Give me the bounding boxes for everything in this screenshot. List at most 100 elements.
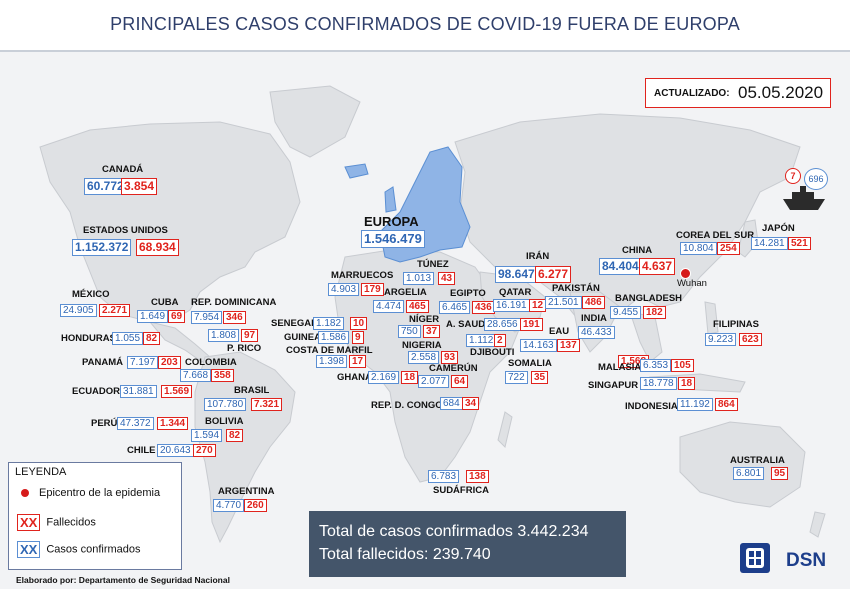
legend-key-deaths: XX	[17, 514, 41, 531]
confirmed-puerto-rico: 1.808	[208, 329, 240, 342]
deaths-ecuador: 1.569	[161, 385, 193, 398]
deaths-ghana: 18	[401, 371, 419, 384]
deaths-pakistan: 486	[582, 296, 605, 309]
deaths-tunisia: 43	[438, 272, 456, 285]
cruise-deaths-value: 7	[790, 171, 796, 181]
cruise-ship-icon	[783, 186, 825, 210]
legend-item-confirmed: XX Casos confirmados	[17, 541, 141, 558]
region-name-dr-congo: REP. D. CONGO	[371, 400, 443, 411]
region-name-mexico: MÉXICO	[72, 289, 110, 300]
region-name-argentina: ARGENTINA	[218, 486, 275, 497]
region-name-pakistan: PAKISTÁN	[552, 283, 600, 294]
confirmed-uae: 14.163	[520, 339, 557, 352]
region-name-australia: AUSTRALIA	[730, 455, 785, 466]
legend-label-deaths: Fallecidos	[46, 516, 96, 529]
north-america-shape	[39, 121, 301, 323]
deaths-peru: 1.344	[157, 417, 189, 430]
region-name-morocco: MARRUECOS	[331, 270, 394, 281]
region-name-tunisia: TÚNEZ	[417, 259, 449, 270]
deaths-niger: 37	[423, 325, 441, 338]
region-name-uae: EAU	[549, 326, 570, 337]
deaths-argentina: 260	[244, 499, 267, 512]
deaths-qatar: 12	[529, 299, 547, 312]
confirmed-argentina: 4.770	[213, 499, 245, 512]
confirmed-tunisia: 1.013	[403, 272, 435, 285]
confirmed-saudi-arabia: 28.656	[484, 318, 521, 331]
cruise-confirmed-badge: 696	[804, 168, 828, 190]
deaths-south-africa: 138	[466, 470, 489, 483]
australia-shape	[679, 421, 806, 508]
confirmed-europe: 1.546.479	[361, 230, 425, 248]
deaths-canada: 3.854	[121, 178, 158, 195]
confirmed-guinea: 1.586	[318, 331, 350, 344]
region-name-south-korea: COREA DEL SUR	[676, 230, 755, 241]
deaths-egypt: 436	[472, 301, 495, 314]
region-name-europe: EUROPA	[364, 214, 419, 229]
confirmed-morocco: 4.903	[328, 283, 360, 296]
update-date: 05.05.2020	[738, 83, 824, 102]
deaths-morocco: 179	[361, 283, 384, 296]
deaths-usa: 68.934	[136, 239, 179, 256]
deaths-south-korea: 254	[717, 242, 740, 255]
deaths-japan: 521	[788, 237, 811, 250]
deaths-colombia: 358	[211, 369, 234, 382]
deaths-ivory-coast: 17	[349, 355, 367, 368]
region-name-bangladesh: BANGLADESH	[615, 293, 683, 304]
region-name-brazil: BRASIL	[234, 385, 270, 396]
region-name-colombia: COLOMBIA	[185, 357, 237, 368]
deaths-malaysia: 105	[671, 359, 694, 372]
deaths-dominican-republic: 346	[223, 311, 246, 324]
region-name-malaysia: MALASIA	[598, 362, 642, 373]
logo-text: DSN	[786, 550, 827, 571]
deaths-bangladesh: 182	[643, 306, 666, 319]
deaths-uae: 137	[557, 339, 580, 352]
confirmed-canada: 60.772	[84, 178, 127, 195]
cruise-confirmed-value: 696	[808, 174, 824, 184]
legend-item-epicenter: Epicentro de la epidemia	[17, 487, 160, 499]
confirmed-pakistan: 21.501	[545, 296, 582, 309]
deaths-guinea: 9	[352, 331, 364, 344]
confirmed-ivory-coast: 1.398	[316, 355, 348, 368]
region-name-saudi-arabia: A. SAUDÍ	[446, 319, 488, 330]
new-zealand-shape	[809, 511, 826, 538]
philippines-shape	[704, 301, 719, 335]
confirmed-ecuador: 31.881	[120, 385, 157, 398]
confirmed-peru: 47.372	[117, 417, 154, 430]
title-bar: PRINCIPALES CASOS CONFIRMADOS DE COVID-1…	[0, 0, 850, 52]
credit-text: Elaborado por: Departamento de Seguridad…	[16, 575, 230, 585]
legend-label-confirmed: Casos confirmados	[46, 543, 141, 556]
confirmed-singapore: 18.778	[640, 377, 677, 390]
update-label: ACTUALIZADO:	[654, 88, 730, 99]
region-name-singapore: SINGAPUR	[588, 380, 639, 391]
region-name-ecuador: ECUADOR	[72, 386, 121, 397]
confirmed-china: 84.404	[599, 258, 642, 275]
region-name-senegal: SENEGAL	[271, 318, 317, 329]
madagascar-shape	[497, 411, 513, 448]
region-name-usa: ESTADOS UNIDOS	[83, 225, 168, 236]
confirmed-cameroon: 2.077	[418, 375, 450, 388]
confirmed-algeria: 4.474	[373, 300, 405, 313]
deaths-mexico: 2.271	[99, 304, 131, 317]
deaths-chile: 270	[193, 444, 216, 457]
deaths-dr-congo: 34	[462, 397, 480, 410]
region-name-chile: CHILE	[127, 445, 156, 456]
confirmed-bangladesh: 9.455	[610, 306, 642, 319]
region-name-qatar: QATAR	[499, 287, 532, 298]
cruise-deaths-badge: 7	[785, 168, 801, 184]
deaths-australia: 95	[771, 467, 789, 480]
region-name-bolivia: BOLIVIA	[205, 416, 244, 427]
region-name-djibouti: DJIBOUTI	[470, 347, 515, 358]
region-name-japan: JAPÓN	[762, 223, 795, 234]
total-deaths: Total fallecidos: 239.740	[319, 546, 491, 563]
region-name-india: INDIA	[581, 313, 607, 324]
confirmed-south-korea: 10.804	[680, 242, 717, 255]
deaths-algeria: 465	[406, 300, 429, 313]
confirmed-niger: 750	[398, 325, 421, 338]
region-name-south-africa: SUDÁFRICA	[433, 485, 489, 496]
page-title: PRINCIPALES CASOS CONFIRMADOS DE COVID-1…	[110, 14, 740, 34]
deaths-cameroon: 64	[451, 375, 469, 388]
epicenter-marker	[680, 268, 691, 279]
confirmed-panama: 7.197	[127, 356, 159, 369]
deaths-somalia: 35	[531, 371, 549, 384]
deaths-brazil: 7.321	[251, 398, 283, 411]
